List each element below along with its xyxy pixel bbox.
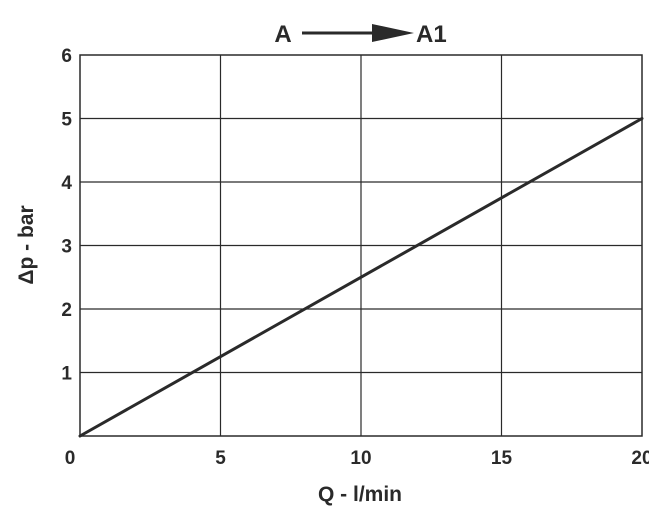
chart-title: A A1 bbox=[274, 21, 446, 48]
plot-frame bbox=[79, 54, 643, 437]
series-layer bbox=[78, 117, 644, 438]
title-to-label: A1 bbox=[416, 21, 447, 48]
title-from-label: A bbox=[274, 21, 291, 48]
y-axis-label: Δp - bar bbox=[15, 205, 38, 284]
x-tick-label: 15 bbox=[491, 448, 513, 469]
y-tick-label: 3 bbox=[61, 237, 72, 258]
x-tick-label: 0 bbox=[65, 448, 76, 469]
x-axis-label: Q - l/min bbox=[318, 483, 402, 506]
y-tick-label: 4 bbox=[61, 173, 72, 194]
arrow-right-icon bbox=[372, 24, 414, 42]
y-tick-label: 5 bbox=[61, 110, 72, 131]
x-tick-label: 10 bbox=[350, 448, 371, 469]
grid-lines bbox=[80, 55, 642, 436]
x-tick-label: 20 bbox=[631, 448, 649, 469]
tick-labels: 0 5 10 15 20 1 2 3 4 5 6 bbox=[61, 46, 649, 469]
y-tick-label: 1 bbox=[61, 364, 72, 385]
x-tick-label: 5 bbox=[215, 448, 226, 469]
y-tick-label: 6 bbox=[61, 46, 72, 67]
series-line bbox=[78, 117, 644, 438]
y-tick-label: 2 bbox=[61, 300, 72, 321]
